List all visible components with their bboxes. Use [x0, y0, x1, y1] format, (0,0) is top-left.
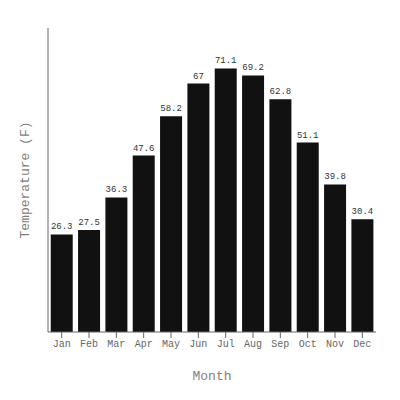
svg-text:Jul: Jul — [217, 339, 235, 350]
svg-text:Feb: Feb — [80, 339, 98, 350]
svg-text:27.5: 27.5 — [78, 218, 100, 228]
svg-text:58.2: 58.2 — [160, 104, 182, 114]
svg-text:Temperature (F): Temperature (F) — [18, 121, 33, 238]
svg-text:May: May — [162, 339, 180, 350]
svg-text:Jan: Jan — [53, 339, 71, 350]
svg-text:Month: Month — [192, 369, 231, 384]
svg-text:Apr: Apr — [135, 339, 153, 350]
svg-text:Sep: Sep — [271, 339, 289, 350]
svg-text:51.1: 51.1 — [297, 131, 319, 141]
svg-text:Oct: Oct — [299, 339, 317, 350]
svg-text:39.8: 39.8 — [324, 172, 346, 182]
svg-text:26.3: 26.3 — [51, 222, 73, 232]
svg-text:67: 67 — [193, 72, 204, 82]
svg-text:30.4: 30.4 — [352, 207, 374, 217]
svg-text:71.1: 71.1 — [215, 56, 237, 66]
svg-text:Nov: Nov — [326, 339, 344, 350]
svg-text:47.6: 47.6 — [133, 144, 155, 154]
svg-text:62.8: 62.8 — [270, 87, 292, 97]
svg-text:69.2: 69.2 — [242, 63, 264, 73]
svg-text:Mar: Mar — [107, 339, 125, 350]
svg-text:Jun: Jun — [189, 339, 207, 350]
svg-text:Dec: Dec — [353, 339, 371, 350]
svg-text:Aug: Aug — [244, 339, 262, 350]
svg-text:36.3: 36.3 — [106, 185, 128, 195]
